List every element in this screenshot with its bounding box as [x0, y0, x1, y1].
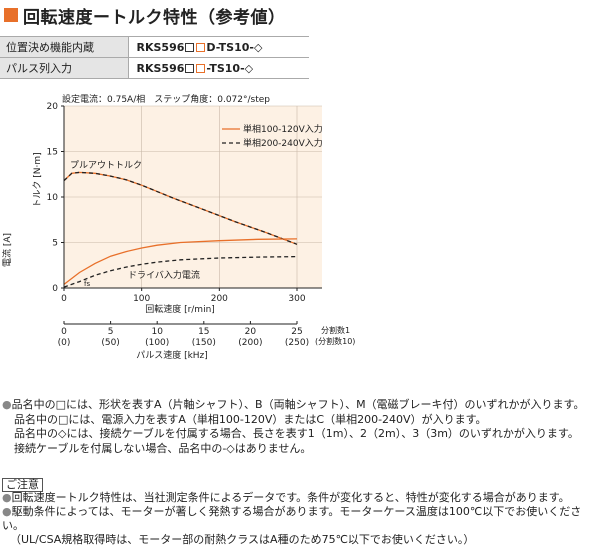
- pulse-tick-label: 20: [245, 327, 257, 337]
- model-prefix: RKS596: [136, 61, 185, 75]
- y-tick-label: 5: [52, 239, 58, 249]
- legend-label-200: 単相200-240V入力: [243, 137, 323, 149]
- caution-item: ●回転速度ートルク特性は、当社測定条件によるデータです。条件が変化すると、特性が…: [2, 491, 570, 504]
- x-tick-label: 0: [61, 294, 67, 304]
- pulse-tick-sub-label: (100): [145, 338, 169, 348]
- pulse-note2: (分割数10): [315, 336, 355, 346]
- bullet-icon: ●: [2, 398, 12, 411]
- caution-item: ●駆動条件によっては、モーターが著しく発熱する場合があります。モーターケース温度…: [2, 505, 582, 532]
- legend-label-100: 単相100-120V入力: [243, 123, 323, 135]
- caution-label: ご注意: [2, 478, 43, 492]
- curves: [63, 171, 298, 288]
- model-label: パルス列入力: [0, 57, 129, 79]
- model-suffix: D-TS10-◇: [206, 40, 263, 54]
- x-tick-label: 200: [211, 294, 228, 304]
- pulse-tick-sub-label: (200): [238, 338, 262, 348]
- grid: [64, 105, 322, 288]
- table-row: パルス列入力 RKS596 -TS10-◇: [0, 57, 309, 79]
- pulse-tick-sub-label: (250): [285, 338, 309, 348]
- x-tick-label: 100: [133, 294, 150, 304]
- y-tick-label: 20: [47, 102, 59, 112]
- shape-box-icon: [185, 42, 195, 52]
- model-label: 位置決め機能内蔵: [0, 36, 129, 58]
- notes: ●品名中の□には、形状を表すA（片軸シャフト）、B（両軸シャフト）、M（電磁ブレ…: [2, 398, 600, 456]
- pulse-tick-sub-label: (150): [192, 338, 216, 348]
- power-box-icon: [196, 42, 206, 52]
- title-text: 回転速度ートルク特性（参考値）: [23, 7, 286, 28]
- note-item: 品名中の◇には、接続ケーブルを付属する場合、長さを表す1（1m）、2（2m）、3…: [14, 427, 579, 440]
- caution-item: （UL/CSA規格取得時は、モーター部の耐熱クラスはA種のため75℃以下でお使い…: [10, 533, 475, 546]
- pulse-tick-sub-label: (50): [101, 338, 119, 348]
- table-row: 位置決め機能内蔵 RKS596 D-TS10-◇: [0, 36, 309, 58]
- pulse-note1: 分割数1: [321, 325, 350, 335]
- pulse-tick-label: 10: [151, 327, 163, 337]
- page-title: 回転速度ートルク特性（参考値）: [4, 2, 286, 28]
- pulse-axis: 0(0) 5(50) 10(100) 15(150) 20(200) 25(250): [58, 321, 309, 348]
- model-suffix: -TS10-◇: [206, 61, 254, 75]
- note-item: ●品名中の□には、形状を表すA（片軸シャフト）、B（両軸シャフト）、M（電磁ブレ…: [2, 398, 585, 411]
- pulse-axis-label: パルス速度 [kHz]: [136, 349, 208, 361]
- x-axis-label: 回転速度 [r/min]: [145, 303, 215, 315]
- y-tick-label: 10: [47, 193, 59, 203]
- pulse-tick-label: 15: [198, 327, 209, 337]
- legend: 単相100-120V入力 単相200-240V入力: [222, 123, 323, 149]
- model-table: 位置決め機能内蔵 RKS596 D-TS10-◇ パルス列入力 RKS596 -TS…: [0, 36, 309, 79]
- caution-list: ●回転速度ートルク特性は、当社測定条件によるデータです。条件が変化すると、特性が…: [2, 491, 600, 547]
- current-axis-label: 電流 [A]: [1, 233, 13, 267]
- chart-conditions: 設定電流：0.75A/相 ステップ角度：0.072°/step: [62, 93, 270, 105]
- model-number: RKS596 -TS10-◇: [128, 57, 309, 79]
- y-tick-label: 0: [52, 284, 58, 294]
- shape-box-icon: [185, 63, 195, 73]
- current-curve-100v: [63, 238, 298, 285]
- pulse-tick-label: 25: [291, 327, 302, 337]
- bullet-icon: ●: [2, 491, 12, 504]
- x-tick-label: 300: [288, 294, 305, 304]
- torque-curve-200v: [63, 171, 298, 245]
- driver-current-label: ドライバ入力電流: [128, 269, 200, 281]
- power-box-icon: [196, 63, 206, 73]
- speed-torque-chart: 設定電流：0.75A/相 ステップ角度：0.072°/step 0 5 10 15 20…: [1, 93, 355, 361]
- model-number: RKS596 D-TS10-◇: [128, 36, 309, 58]
- fs-label: fs: [84, 280, 90, 288]
- y-tick-label: 15: [47, 148, 58, 158]
- pulse-tick-sub-label: (0): [58, 338, 71, 348]
- title-square-icon: [4, 8, 18, 22]
- note-item: 品名中の□には、電源入力を表すA（単相100-120V）またはC（単相200-2…: [14, 412, 487, 426]
- model-prefix: RKS596: [136, 40, 185, 54]
- note-item: 接続ケーブルを付属しない場合、品名中の-◇はありません。: [14, 441, 312, 455]
- pulse-tick-label: 5: [108, 327, 114, 337]
- bullet-icon: ●: [2, 505, 12, 518]
- torque-axis-label: トルク [N·m]: [32, 152, 43, 207]
- pullout-torque-label: プルアウトトルク: [70, 160, 142, 171]
- pulse-tick-label: 0: [61, 327, 67, 337]
